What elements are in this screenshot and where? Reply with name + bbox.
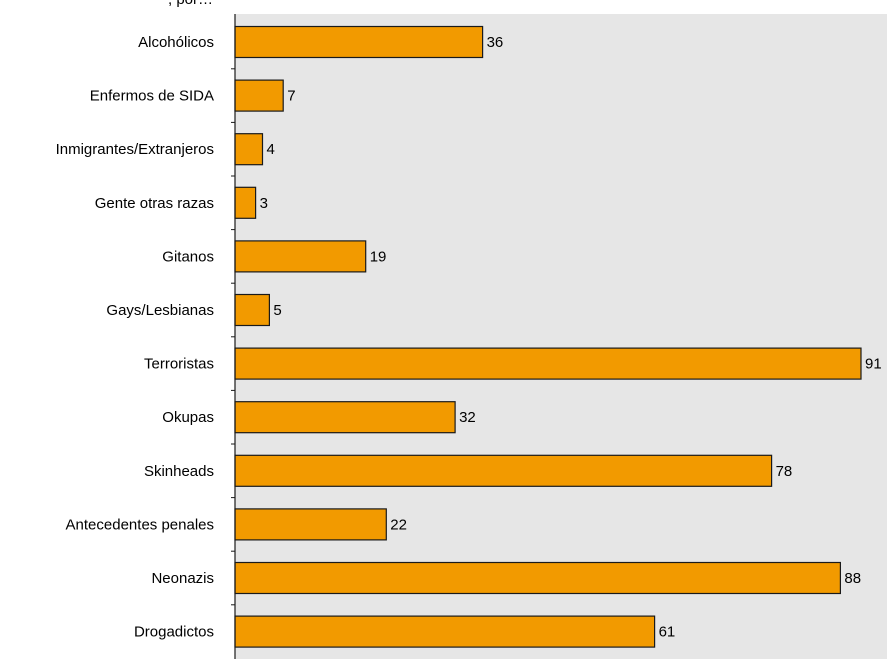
category-label: Gente otras razas <box>95 195 214 212</box>
value-label: 91 <box>865 356 882 373</box>
value-label: 61 <box>659 624 676 641</box>
chart-title: , por… <box>168 0 213 8</box>
category-label: Enfermos de SIDA <box>90 88 214 105</box>
bar <box>234 240 367 273</box>
bar <box>234 25 484 59</box>
category-label: Skinheads <box>144 463 214 480</box>
bar <box>234 293 271 327</box>
value-label: 4 <box>267 141 275 158</box>
y-axis-ticks-group <box>231 68 235 606</box>
bar <box>234 133 264 166</box>
value-label: 36 <box>487 34 504 51</box>
bar <box>234 186 257 219</box>
value-labels-group: 36 7 4 3 19 5 91 32 78 22 88 61 <box>260 34 882 641</box>
bar <box>234 508 387 541</box>
bar <box>234 401 456 434</box>
category-label: Antecedentes penales <box>66 516 214 533</box>
category-label: Gays/Lesbianas <box>106 302 214 319</box>
category-labels-group: Alcohólicos Enfermos de SIDA Inmigrantes/E… <box>56 34 214 641</box>
value-label: 7 <box>287 88 295 105</box>
category-label: Inmigrantes/Extranjeros <box>56 141 214 158</box>
category-label: Neonazis <box>151 570 214 587</box>
value-label: 22 <box>390 516 407 533</box>
plot-background <box>235 14 887 659</box>
bar <box>234 454 773 487</box>
bar <box>234 561 842 595</box>
category-label: Drogadictos <box>134 624 214 641</box>
bar <box>234 347 862 380</box>
category-label: Gitanos <box>162 248 214 265</box>
value-label: 88 <box>844 570 861 587</box>
bars-group <box>234 25 862 648</box>
category-label: Alcohólicos <box>138 34 214 51</box>
bar <box>234 79 284 112</box>
value-label: 19 <box>370 248 387 265</box>
value-label: 5 <box>273 302 281 319</box>
category-label: Terroristas <box>144 356 214 373</box>
value-label: 32 <box>459 409 476 426</box>
bar <box>234 615 656 648</box>
category-label: Okupas <box>162 409 214 426</box>
value-label: 3 <box>260 195 268 212</box>
value-label: 78 <box>776 463 793 480</box>
